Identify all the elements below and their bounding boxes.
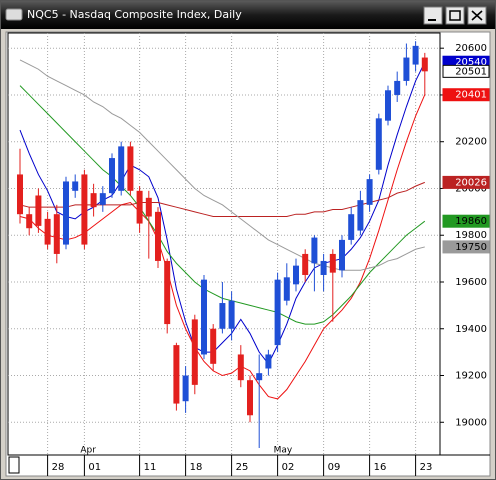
x-tick-label: 18: [190, 462, 203, 473]
candle-body: [403, 57, 410, 81]
candle-body: [35, 195, 42, 226]
candle-body: [136, 190, 143, 224]
last-value-label: 20401: [455, 90, 487, 101]
window-icon: [5, 8, 23, 21]
candle-body: [99, 193, 106, 205]
x-tick-label: 02: [282, 462, 295, 473]
x-tick-label: 23: [420, 462, 433, 473]
candle-body: [228, 300, 235, 329]
candle-body: [53, 214, 60, 254]
candle-body: [421, 57, 428, 72]
candle-body: [293, 265, 299, 285]
candle-body: [283, 277, 290, 301]
last-value-box: [442, 88, 490, 102]
candle-body: [394, 80, 401, 95]
candle-body: [412, 45, 419, 65]
candle-body: [339, 239, 345, 271]
x-tick-label: 16: [374, 462, 387, 473]
candle-body: [375, 118, 382, 170]
minimize-button[interactable]: [423, 6, 443, 25]
y-tick-label: 19000: [455, 417, 487, 428]
last-value-label: 20026: [455, 177, 487, 188]
last-value-label: 19750: [455, 242, 487, 253]
title-bar: [1, 1, 495, 29]
candle-body: [164, 260, 171, 325]
maximize-glyph: [449, 10, 461, 21]
x-tick-label: 25: [236, 462, 249, 473]
y-tick-label: 19800: [455, 230, 487, 241]
candle-body: [191, 319, 198, 385]
candle-body: [256, 373, 263, 381]
candle-body: [127, 146, 134, 191]
candle-body: [72, 181, 79, 191]
y-tick-label: 20200: [455, 137, 487, 148]
candle-body: [302, 253, 309, 275]
y-tick-label: 19400: [455, 324, 487, 335]
candle-body: [90, 193, 97, 208]
y-tick-label: 19200: [455, 371, 487, 382]
moving-average-line: [19, 59, 425, 271]
last-value-box: [442, 64, 490, 78]
candle-body: [145, 197, 152, 217]
candle-body: [17, 174, 23, 215]
candle-body: [44, 218, 51, 245]
last-value-label: 19860: [455, 216, 487, 227]
scroll-box[interactable]: [8, 456, 20, 474]
candle-body: [118, 146, 125, 191]
last-value-box: [442, 214, 490, 228]
candle-body: [348, 214, 355, 240]
moving-average-line: [19, 62, 426, 365]
last-value-label: 20501: [455, 66, 487, 77]
x-tick-label: 11: [144, 462, 157, 473]
candle-body: [329, 253, 336, 273]
x-tick-label: 28: [52, 462, 65, 473]
candle-body: [173, 345, 180, 404]
close-glyph: [471, 10, 483, 21]
x-tick-label: 01: [88, 462, 101, 473]
candle-body: [63, 181, 69, 245]
candle-body: [26, 214, 33, 229]
y-tick-label: 19600: [455, 277, 487, 288]
candle-body: [265, 354, 272, 369]
candle-body: [182, 375, 189, 402]
candle-body: [274, 279, 281, 346]
candle-body: [385, 90, 391, 121]
candle-body: [155, 211, 161, 261]
candle-body: [109, 158, 115, 194]
chart-title: NQC5 - Nasdaq Composite Index, Daily: [27, 8, 242, 21]
candle-body: [219, 303, 226, 329]
maximize-button[interactable]: [445, 6, 465, 25]
x-tick-label: 09: [328, 462, 341, 473]
y-tick-label: 20000: [455, 183, 487, 194]
candle-body: [201, 279, 207, 355]
candle-body: [247, 380, 253, 416]
month-label: Apr: [80, 446, 96, 456]
last-value-box: [442, 240, 490, 254]
window-buttons: [423, 6, 487, 25]
candle-body: [357, 200, 364, 231]
candle-body: [81, 174, 88, 245]
candle-body: [366, 179, 373, 205]
candle-body: [237, 354, 244, 381]
candle-body: [311, 237, 318, 264]
plot-area: [7, 32, 441, 456]
candle-body: [210, 328, 217, 364]
moving-average-line: [19, 181, 425, 218]
last-value-box: [442, 175, 490, 189]
last-value-label: 20540: [455, 57, 487, 68]
y-tick-label: 20600: [455, 43, 487, 54]
candle-body: [320, 260, 327, 275]
month-label: May: [274, 446, 293, 456]
